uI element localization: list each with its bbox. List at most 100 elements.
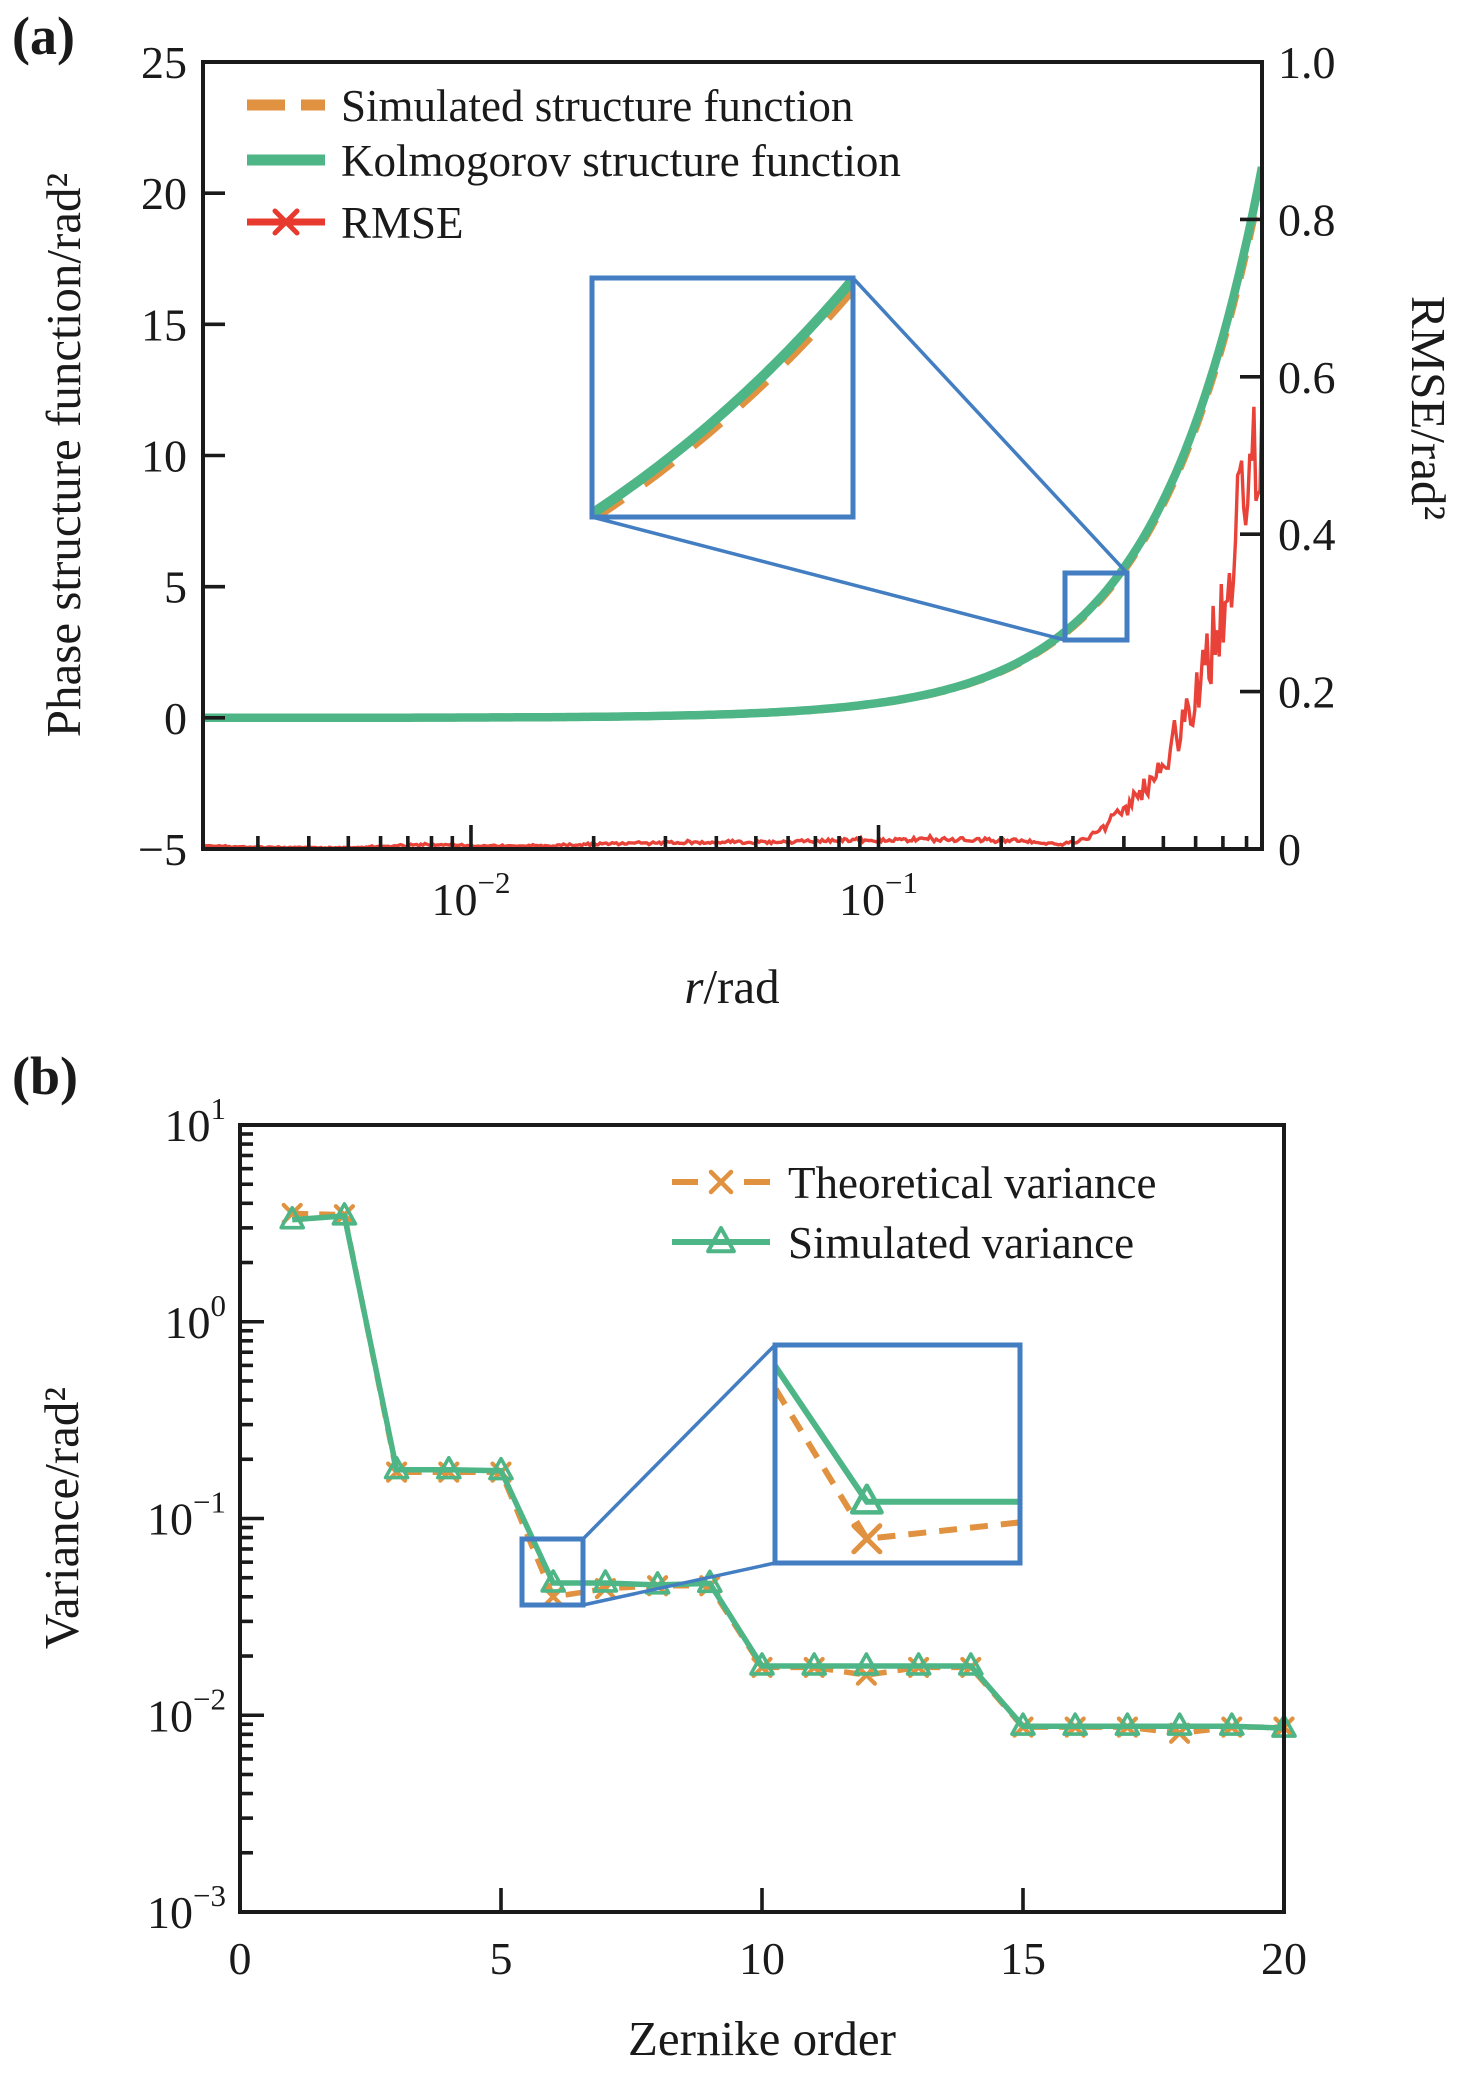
zoom-inset-content: [592, 278, 853, 517]
triangle-marker: [1062, 1712, 1089, 1736]
x-tick-label: 10: [739, 1933, 785, 1984]
zoom-inset-background: [592, 278, 853, 517]
legend-item-label: Kolmogorov structure function: [341, 136, 901, 186]
tick-base: 10: [147, 1887, 193, 1938]
zoom-inset-box: [589, 275, 856, 520]
y-tick-label: 10−1: [147, 1485, 226, 1545]
triangle-marker: [435, 1455, 462, 1480]
inset-connector-line: [582, 1561, 776, 1607]
mark: [708, 1169, 734, 1195]
triangle-marker: [957, 1652, 984, 1676]
triangle-marker: [279, 1205, 306, 1230]
x-tick-label: 10−1: [839, 865, 918, 925]
y-left-tick-label: 5: [164, 562, 187, 613]
x-tick-label: 5: [490, 1933, 513, 1984]
y-right-tick-label: 0.6: [1278, 352, 1336, 403]
y-left-tick-label: 25: [141, 37, 187, 88]
y-left-tick-label: 10: [141, 431, 187, 482]
tick-base: 10: [165, 1100, 211, 1151]
y-tick-label: 10−2: [147, 1681, 226, 1741]
y-right-tick-label: 0.8: [1278, 194, 1336, 245]
y-right-tick-label: 0: [1278, 824, 1301, 875]
legend: Theoretical variance Simulated variance: [672, 1158, 1157, 1268]
panel-a-tag: (a): [12, 6, 75, 66]
tick-base: 10: [147, 1690, 193, 1741]
y-right-tick-label: 0.2: [1278, 667, 1336, 718]
y-left-tick-label: 0: [164, 693, 187, 744]
triangle-marker: [853, 1652, 880, 1676]
tick-exponent: −3: [193, 1878, 226, 1913]
triangle-marker: [488, 1456, 514, 1481]
zoom-inset-content: [775, 1360, 1020, 1555]
triangle-marker: [1218, 1712, 1245, 1736]
x-axis-label-symbol: r: [684, 959, 704, 1014]
legend-item: RMSE: [247, 198, 464, 248]
legend-item-label: Simulated variance: [788, 1218, 1134, 1268]
y-tick-label: 100: [165, 1288, 227, 1348]
panel-b-tag: (b): [12, 1046, 78, 1106]
y-axis-label: Variance/rad²: [34, 1387, 89, 1649]
mark: [272, 208, 300, 236]
triangle-marker: [331, 1202, 358, 1226]
tick-base: 10: [431, 874, 477, 925]
y-tick-label: 10−3: [147, 1878, 226, 1938]
x-axis-label: r/rad: [684, 959, 779, 1014]
legend-triangle-marker: [706, 1226, 736, 1254]
triangle-marker: [540, 1569, 567, 1593]
y-left-tick-label: 20: [141, 168, 187, 219]
triangle-marker: [383, 1455, 410, 1480]
legend-item: Theoretical variance: [672, 1158, 1157, 1208]
triangle-marker: [1010, 1712, 1036, 1736]
zoom-inset-box: [772, 1342, 1023, 1566]
triangle-marker: [592, 1569, 619, 1593]
tick-marks: [203, 60, 1262, 851]
legend-item: Simulated variance: [672, 1218, 1134, 1268]
kolmogorov-structure-function-curve: [203, 166, 1262, 723]
inset-x-marker: [851, 1523, 883, 1555]
tick-exponent: −2: [193, 1681, 226, 1716]
x-tick-label: 0: [229, 1933, 252, 1984]
legend-item-label: Theoretical variance: [788, 1158, 1157, 1208]
triangle-marker: [644, 1571, 671, 1595]
zoom-source-rect: [1062, 570, 1130, 643]
tick-base: 10: [165, 1297, 211, 1348]
triangle-marker: [749, 1652, 775, 1676]
zoom-source-rect: [519, 1536, 586, 1608]
tick-exponent: −2: [477, 865, 510, 900]
tick-exponent: −1: [193, 1485, 226, 1520]
y-right-tick-label: 0.4: [1278, 509, 1336, 560]
inset-connector-line: [851, 276, 1129, 575]
tick-base: 10: [839, 874, 885, 925]
tick-exponent: 0: [211, 1288, 227, 1323]
x-axis-label: Zernike order: [628, 2011, 896, 2066]
inset-kolmogorov-curve: [592, 278, 853, 517]
y-right-axis-label: RMSE/rad²: [1401, 296, 1456, 520]
triangle-marker: [801, 1652, 828, 1676]
y-left-axis-label: Phase structure function/rad²: [36, 173, 91, 737]
legend-item-label: RMSE: [341, 198, 464, 248]
x-tick-label: 20: [1261, 1933, 1307, 1984]
inset-triangle-marker: [849, 1483, 884, 1515]
triangle-marker: [1114, 1712, 1141, 1736]
y-left-tick-label: 15: [141, 299, 187, 350]
y-left-tick-label: −5: [138, 824, 187, 875]
inset-connector-line: [591, 515, 1066, 642]
x-axis-label-unit: /rad: [703, 959, 779, 1014]
legend-item: Kolmogorov structure function: [247, 136, 901, 186]
inset-simulated-line: [775, 1360, 1020, 1505]
y-right-tick-label: 1.0: [1278, 37, 1336, 88]
y-tick-label: 101: [165, 1091, 227, 1151]
legend-x-marker: [708, 1169, 734, 1195]
triangle-marker: [905, 1652, 932, 1676]
legend-item: Simulated structure function: [247, 81, 853, 131]
inset-connector-line: [581, 1343, 777, 1541]
triangle-marker: [696, 1569, 723, 1594]
triangle-marker: [1166, 1712, 1193, 1736]
simulated-variance-markers: [279, 1202, 1297, 1738]
